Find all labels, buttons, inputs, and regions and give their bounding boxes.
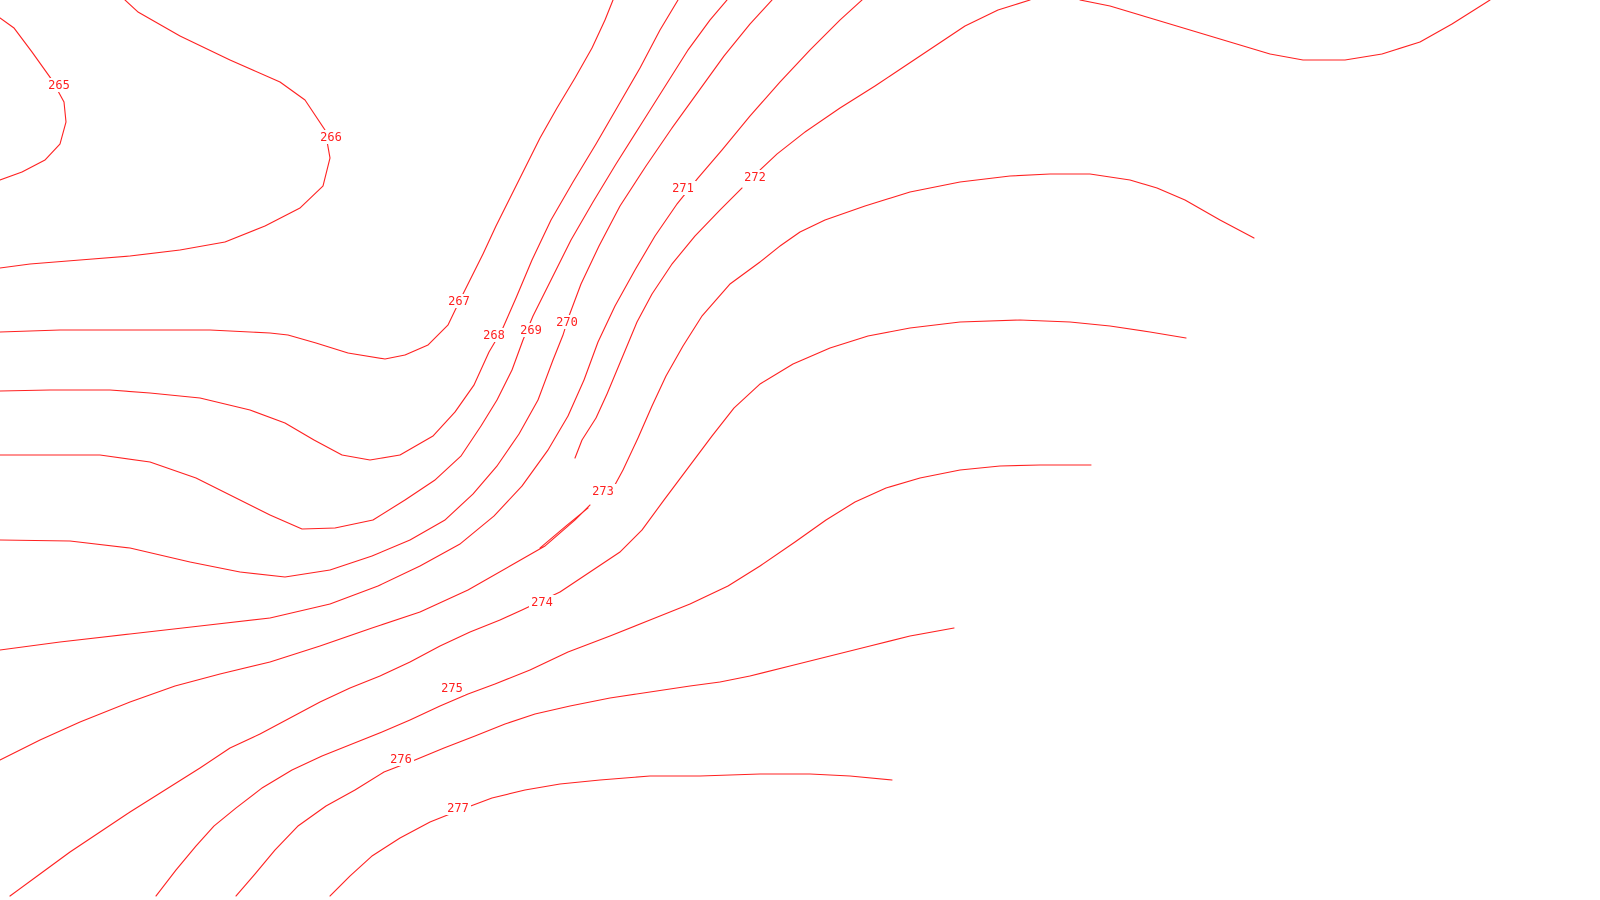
contour-line-271 [0, 0, 863, 651]
contour-label-277: 277 [447, 801, 469, 815]
contour-label-269: 269 [520, 323, 542, 337]
label-268: 268 [481, 328, 507, 342]
contour-line-266 [0, 0, 331, 269]
contour-line-275 [155, 464, 1092, 897]
label-267: 267 [446, 294, 472, 308]
contour-line-272 [0, 0, 1491, 761]
label-273: 273 [590, 484, 616, 498]
contour-line-277 [329, 773, 893, 897]
label-274: 274 [529, 595, 555, 609]
label-265: 265 [46, 78, 72, 92]
label-276: 276 [388, 752, 414, 766]
contour-line-269 [0, 0, 728, 530]
contour-label-266: 266 [320, 130, 342, 144]
contour-labels: 265 266 267 268 269 270 271 272 [46, 78, 768, 815]
contour-label-271: 271 [672, 181, 694, 195]
contour-label-276: 276 [390, 752, 412, 766]
contour-label-268: 268 [483, 328, 505, 342]
contour-line-273 [539, 173, 1255, 549]
contour-label-272: 272 [744, 170, 766, 184]
label-277: 277 [445, 801, 471, 815]
contour-label-274: 274 [531, 595, 553, 609]
contour-label-275: 275 [441, 681, 463, 695]
contour-line-265 [0, 17, 67, 181]
contour-label-273: 273 [592, 484, 614, 498]
label-272: 272 [742, 170, 768, 184]
contour-label-270: 270 [556, 315, 578, 329]
contour-label-267: 267 [448, 294, 470, 308]
contour-line-270 [0, 0, 773, 578]
label-270: 270 [554, 315, 580, 329]
contour-line-267 [0, 0, 614, 360]
contour-label-265: 265 [48, 78, 70, 92]
contour-line-268 [0, 0, 679, 461]
contour-lines [0, 0, 1491, 897]
label-269: 269 [518, 323, 544, 337]
contour-line-276 [235, 627, 955, 897]
label-275: 275 [439, 681, 465, 695]
label-266: 266 [318, 130, 344, 144]
contour-line-274 [9, 319, 1187, 897]
label-271: 271 [670, 181, 696, 195]
